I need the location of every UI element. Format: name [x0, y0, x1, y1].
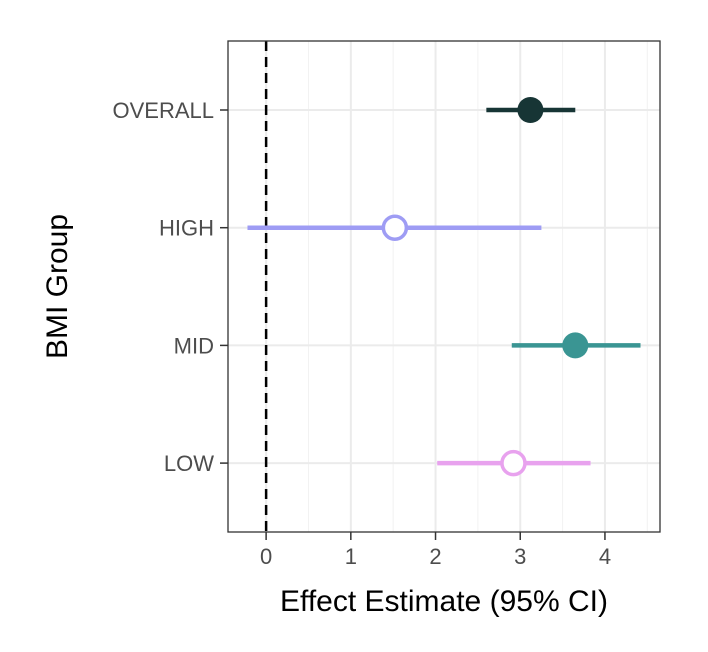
point-estimate-low	[500, 449, 527, 477]
x-tick-label: 2	[429, 544, 441, 569]
data-marks	[247, 97, 641, 477]
x-tick-label: 3	[514, 544, 526, 569]
x-tick-label: 4	[599, 544, 611, 569]
grid-lines	[228, 41, 660, 532]
y-tick-label: HIGH	[159, 216, 214, 241]
y-tick-label: MID	[174, 333, 214, 358]
y-tick-label: LOW	[164, 451, 214, 476]
axes: 0 1 2 3 4 OVERALL HIGH MID LOW	[113, 98, 612, 569]
x-axis-title: Effect Estimate (95% CI)	[280, 585, 608, 618]
plot-panel-border	[227, 40, 661, 533]
x-tick-label: 0	[260, 544, 272, 569]
point-estimate-overall	[517, 97, 544, 123]
x-tick-label: 1	[345, 544, 357, 569]
point-estimate-high	[381, 214, 409, 241]
y-tick-label: OVERALL	[113, 98, 215, 123]
point-estimate-mid	[562, 332, 589, 359]
y-axis-title: BMI Group	[41, 214, 74, 359]
